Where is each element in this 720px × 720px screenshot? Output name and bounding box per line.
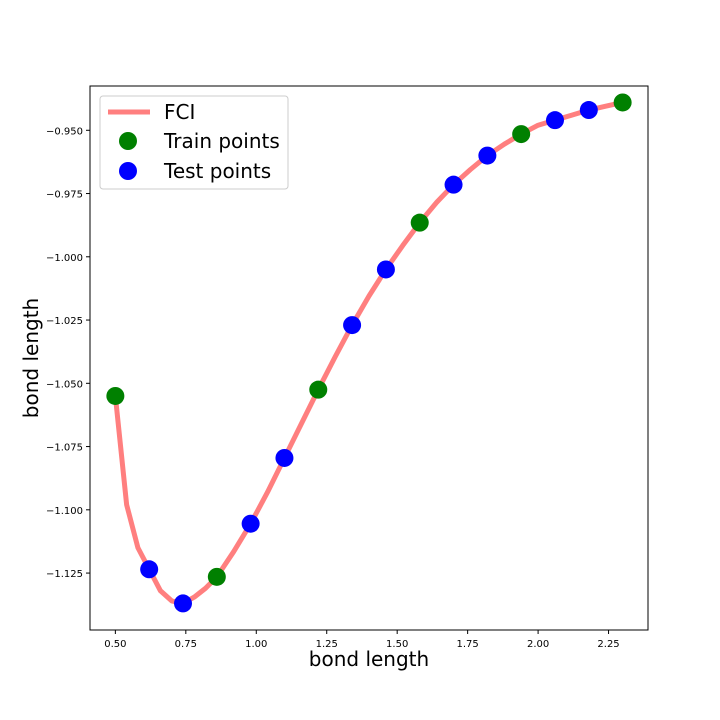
legend-box: [99, 95, 289, 190]
test-points-marker: [241, 514, 260, 533]
train-points-marker: [207, 567, 226, 586]
y-axis-label: bond length: [19, 298, 43, 418]
test-points-marker: [444, 175, 463, 194]
y-tick-label: −0.950: [46, 126, 83, 137]
train-points-marker: [512, 125, 531, 144]
x-axis-label: bond length: [309, 647, 429, 671]
test-points-marker: [343, 316, 362, 335]
x-tick-label: 0.50: [104, 639, 126, 650]
test-points-marker: [546, 111, 564, 130]
test-points-marker: [275, 448, 294, 467]
legend-label-test-points: Test points: [163, 159, 271, 183]
plot-area: [106, 93, 632, 613]
plot-frame: [89, 85, 649, 631]
x-tick-label: 1.75: [457, 639, 479, 650]
test-points-marker: [174, 594, 192, 613]
legend: FCI Train points Test points: [99, 95, 289, 190]
y-tick-label: −1.125: [46, 569, 83, 580]
train-points-marker: [309, 380, 328, 399]
legend-train-points-swatch: [119, 132, 137, 150]
x-tick-label: 0.75: [175, 639, 197, 650]
y-tick-label: −1.025: [46, 316, 83, 327]
x-tick-label: 2.25: [597, 639, 619, 650]
train-points-marker: [613, 93, 632, 112]
legend-label-train-points: Train points: [163, 129, 280, 153]
y-tick-label: −1.075: [46, 443, 83, 454]
x-tick-label: 1.25: [316, 639, 338, 650]
train-points-marker: [106, 386, 125, 405]
y-tick-label: −1.050: [46, 379, 83, 390]
train-points-marker: [410, 213, 429, 232]
y-tick-label: −0.975: [46, 190, 83, 201]
test-points-marker: [376, 260, 395, 279]
y-tick-label: −1.000: [46, 253, 83, 264]
test-points-marker: [140, 560, 159, 579]
y-tick-label: −1.100: [46, 506, 83, 517]
x-tick-label: 1.00: [245, 639, 267, 650]
legend-label-fci: FCI: [164, 100, 195, 124]
x-tick-label: 2.00: [527, 639, 549, 650]
test-points-marker: [478, 146, 497, 165]
legend-test-points-swatch: [119, 162, 137, 180]
x-tick-label: 1.50: [386, 639, 408, 650]
axes: 0.50 0.75 1.00 1.25 1.50 1.75 2.00 2.25 −0.950 −0…: [46, 85, 649, 650]
test-points-marker: [579, 101, 598, 120]
